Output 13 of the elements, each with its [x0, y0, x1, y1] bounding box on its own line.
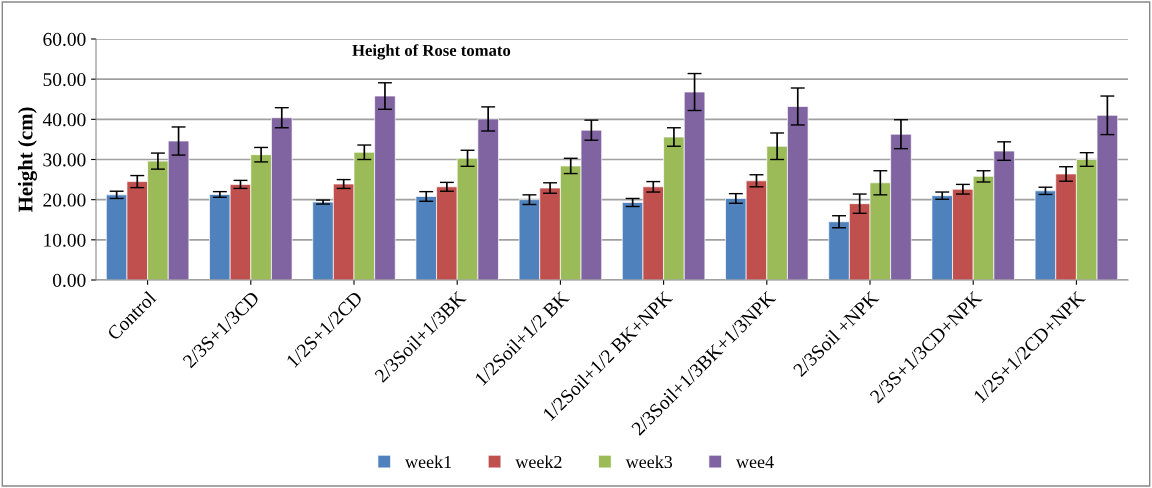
y-tick-label: 20.00: [43, 193, 86, 207]
chart-title: Height of Rose tomato: [352, 44, 511, 60]
y-tick-label: 10.00: [44, 233, 86, 247]
y-tick-label: 40.00: [42, 113, 86, 127]
legend-label: week2: [515, 455, 562, 469]
legend-label: week3: [625, 455, 673, 469]
y-tick-label: 0.00: [52, 273, 86, 288]
y-tick-label: 60.00: [43, 32, 86, 47]
legend-label: week1: [405, 455, 452, 469]
y-tick-label: 50.00: [43, 72, 86, 87]
y-tick-label: 30.00: [43, 153, 86, 167]
y-axis-title: Height (cm): [17, 107, 37, 213]
legend-label: wee4: [735, 456, 774, 469]
